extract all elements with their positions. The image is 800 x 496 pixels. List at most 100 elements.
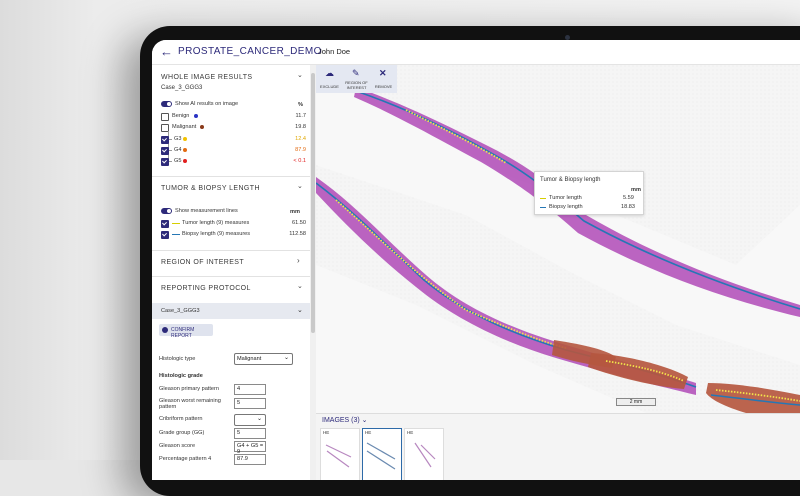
g3-color-dot <box>183 137 187 141</box>
gleason-primary-input[interactable]: 4 <box>234 384 266 395</box>
gleason-worst-label: Gleason worst remaining pattern <box>159 398 221 410</box>
chevron-down-icon: ⌄ <box>283 355 289 361</box>
tooltip-biopsy-swatch <box>540 207 546 208</box>
pattern4-label: Percentage pattern 4 <box>159 456 212 462</box>
annotation-toolbar: ☁ EXCLUDE ✎ REGION OF INTEREST ✕ REMOVE <box>316 65 397 93</box>
gleason-primary-value: 4 <box>237 386 241 392</box>
cribriform-label: Cribriform pattern <box>159 416 203 422</box>
roi-tool-label: REGION OF INTEREST <box>345 80 368 90</box>
divider <box>152 250 310 251</box>
tumor-biopsy-header[interactable]: TUMOR & BIOPSY LENGTH <box>161 185 260 192</box>
results-panel: WHOLE IMAGE RESULTS ⌄ Case_3_GGG3 Show A… <box>152 65 311 480</box>
chevron-down-icon: ⌄ <box>297 307 303 314</box>
back-arrow-icon[interactable]: ← <box>160 44 173 59</box>
stain-label: HE <box>365 430 372 435</box>
image-thumbnail-selected[interactable]: HE <box>362 428 402 480</box>
app-title: PROSTATE_CANCER_DEMO <box>178 46 322 57</box>
biopsy-line-swatch <box>172 234 180 235</box>
thumbnail-tissue <box>325 444 352 468</box>
divider <box>152 276 310 277</box>
malignant-checkbox[interactable] <box>161 124 169 132</box>
g4-color-dot <box>183 148 187 152</box>
histologic-grade-header: Histologic grade <box>159 373 203 379</box>
tissue-image <box>316 65 800 413</box>
benign-value: 11.7 <box>295 113 306 119</box>
mm-unit: mm <box>290 209 300 215</box>
chevron-down-icon[interactable]: ⌄ <box>297 72 303 79</box>
pattern4-value: 87.9 <box>237 456 248 462</box>
top-bar: ← PROSTATE_CANCER_DEMO John Doe <box>152 40 800 65</box>
images-count-label: IMAGES (3) <box>322 417 360 424</box>
chevron-down-icon: ⌄ <box>256 416 262 422</box>
chevron-down-icon[interactable]: ⌄ <box>297 183 303 190</box>
remove-tool[interactable]: ✕ REMOVE <box>370 65 397 93</box>
chevron-right-icon[interactable]: › <box>297 256 300 265</box>
gleason-score-input[interactable]: G4 + G5 = 9 <box>234 441 266 455</box>
roi-tool[interactable]: ✎ REGION OF INTEREST <box>343 65 370 93</box>
measurement-toggle[interactable] <box>161 208 172 214</box>
slide-viewer[interactable]: ☁ EXCLUDE ✎ REGION OF INTEREST ✕ REMOVE … <box>316 65 800 413</box>
cribriform-select[interactable]: ⌄ <box>234 414 266 426</box>
g3-value: 12.4 <box>295 136 306 142</box>
tumor-line-swatch <box>172 223 180 224</box>
tooltip-biopsy-value: 18.83 <box>621 204 635 210</box>
whole-image-header[interactable]: WHOLE IMAGE RESULTS <box>161 74 253 81</box>
check-icon <box>162 327 168 333</box>
tree-branch <box>168 139 172 140</box>
confirm-report-button[interactable]: CONFIRM REPORT <box>159 324 213 339</box>
benign-checkbox[interactable] <box>161 113 169 121</box>
image-thumbnail[interactable]: HE <box>404 428 444 480</box>
biopsy-length-value: 112.58 <box>289 231 306 237</box>
exclude-tool[interactable]: ☁ EXCLUDE <box>316 65 343 93</box>
case-selector-label: Case_3_GGG3 <box>161 308 200 314</box>
g5-checkbox[interactable] <box>161 158 169 166</box>
image-thumbnail[interactable]: HE <box>320 428 360 480</box>
gleason-score-label: Gleason score <box>159 443 196 449</box>
g4-label: G4 <box>174 147 182 153</box>
percent-unit: % <box>298 102 303 108</box>
images-title[interactable]: IMAGES (3) ⌄ <box>322 417 368 424</box>
ai-toggle-label: Show AI results on image <box>175 101 239 107</box>
tooltip-tumor-label: Tumor length <box>549 195 582 201</box>
divider <box>152 176 310 177</box>
case-selector[interactable]: Case_3_GGG3 ⌄ <box>152 303 310 319</box>
scrollbar-thumb[interactable] <box>311 73 315 333</box>
histologic-type-value: Malignant <box>237 356 262 362</box>
measurement-toggle-label: Show measurement lines <box>175 208 238 214</box>
grade-group-value: 5 <box>237 430 241 436</box>
ai-results-toggle[interactable] <box>161 101 172 107</box>
chevron-down-icon[interactable]: ⌄ <box>297 283 303 290</box>
cloud-icon: ☁ <box>325 68 334 78</box>
gleason-score-value: G4 + G5 = 9 <box>237 443 264 455</box>
tumor-length-value: 61.50 <box>292 220 306 226</box>
stain-label: HE <box>407 430 414 435</box>
case-name: Case_3_GGG3 <box>161 85 203 91</box>
panel-scrollbar[interactable] <box>310 65 316 480</box>
biopsy-length-label: Biopsy length (9) measures <box>182 231 251 237</box>
reporting-header[interactable]: REPORTING PROTOCOL <box>161 285 251 292</box>
g4-value: 87.9 <box>295 147 306 153</box>
gleason-primary-label: Gleason primary pattern <box>159 386 220 392</box>
biopsy-length-checkbox[interactable] <box>161 231 169 239</box>
gleason-worst-input[interactable]: 5 <box>234 398 266 409</box>
g5-label: G5 <box>174 158 182 164</box>
histologic-type-select[interactable]: Malignant ⌄ <box>234 353 293 365</box>
camera-dot <box>565 35 570 40</box>
g3-checkbox[interactable] <box>161 136 169 144</box>
benign-color-dot <box>194 114 198 118</box>
thumbnail-tissue <box>414 442 436 468</box>
exclude-label: EXCLUDE <box>320 84 339 89</box>
roi-header[interactable]: REGION OF INTEREST <box>161 259 245 266</box>
scale-bar: 2 mm <box>616 398 656 406</box>
g3-label: G3 <box>174 136 182 142</box>
g4-checkbox[interactable] <box>161 147 169 155</box>
malignant-color-dot <box>200 125 204 129</box>
grade-group-input[interactable]: 5 <box>234 428 266 439</box>
close-icon: ✕ <box>379 68 387 78</box>
tooltip-tumor-swatch <box>540 198 546 199</box>
images-strip: IMAGES (3) ⌄ HE HE HE <box>316 413 800 480</box>
tumor-length-checkbox[interactable] <box>161 220 169 228</box>
confirm-report-label: CONFIRM REPORT <box>171 327 195 339</box>
tree-branch <box>168 150 172 151</box>
g5-value: < 0.1 <box>293 158 306 164</box>
